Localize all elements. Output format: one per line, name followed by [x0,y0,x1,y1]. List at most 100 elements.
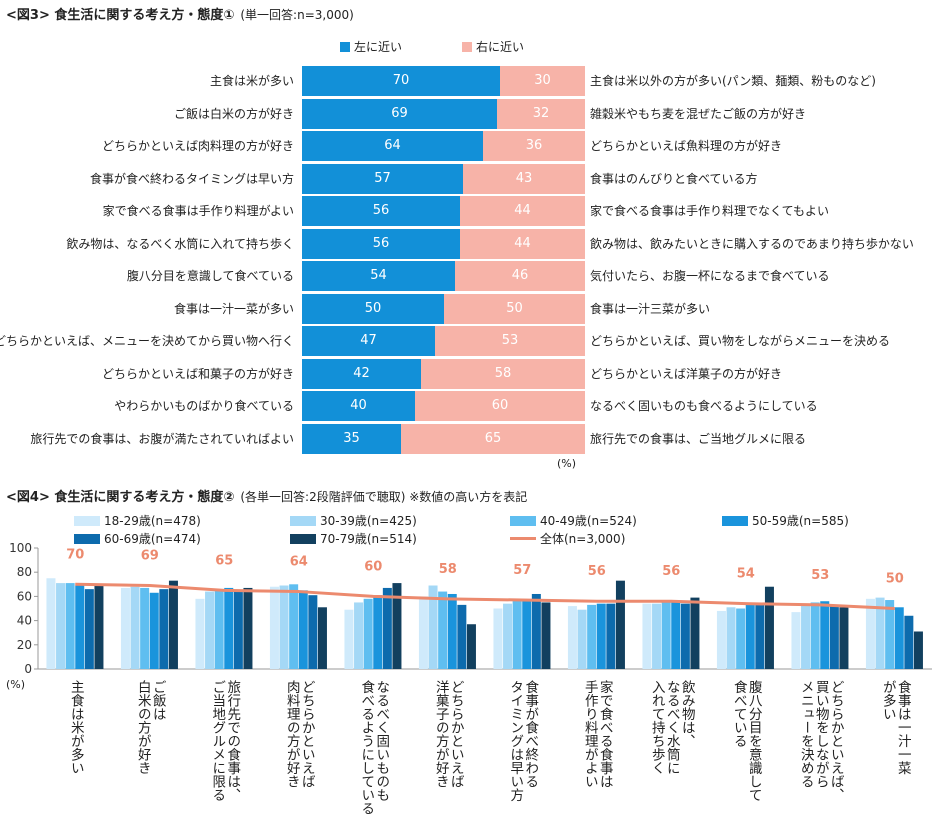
fig4-bar [344,609,354,669]
fig4-category-label: どちらかといえば、 買い物をしながら メニューを決める [789,680,851,802]
fig4-bar [149,592,159,669]
fig4-bar [363,598,373,669]
fig3-left-label: どちらかといえば、メニューを決めてから買い物へ行く [0,334,294,348]
fig4-bar [894,607,904,669]
fig4-bar [159,589,169,669]
fig4-total-label: 50 [886,572,904,587]
fig4-bar [567,606,577,669]
fig3-bar-left: 42 [302,358,421,389]
fig4-bar [392,583,402,669]
fig3-bar-left: 35 [302,423,401,454]
fig3-bar-right: 65 [401,423,585,454]
category-label-column: どちらかといえば [298,680,315,788]
fig4-bar [94,585,104,669]
category-label-column: 食べている [730,680,747,748]
fig4-bar [438,591,448,669]
fig4-unit: (%) [6,678,26,691]
legend-swatch-left [340,41,350,52]
fig3-bar-right: 30 [500,66,585,96]
fig4-bar [541,602,551,669]
fig4-bar [577,609,587,669]
fig4-legend-item: 60-69歳(n=474) [74,530,201,547]
fig4-bar [606,603,616,669]
fig3-subtitle: (単一回答:n=3,000) [240,8,354,22]
fig3-bar-left: 40 [302,391,415,421]
fig4-legend-total: 全体(n=3,000) [510,530,625,547]
fig4-total-label: 54 [737,567,755,582]
legend-swatch [74,533,100,544]
fig3-row: どちらかといえば、メニューを決めてから買い物へ行く 47 53 どちらかといえば、買い… [0,326,934,356]
fig3-bar-right: 43 [463,163,585,194]
fig4-bar [690,597,700,669]
y-tick-label: 60 [17,589,32,603]
fig4-bar [764,586,774,669]
fig3-left-label: 腹八分目を意識して食べている [126,269,294,283]
fig3-legend-left: 左に近い [340,38,402,55]
fig3-right-label: なるべく固いものも食べるようにしている [590,399,818,413]
fig3-row: 飲み物は、なるべく水筒に入れて持ち歩く 56 44 飲み物は、飲みたいときに購入するの… [0,228,934,259]
fig4-bar [243,587,253,669]
fig4-bar [65,583,75,669]
fig4-subtitle: (各単一回答:2段階評価で聴取) ※数値の高い方を表記 [240,490,528,504]
fig4-bar [736,608,746,669]
fig3-right-label: 主食は米以外の方が多い(パン類、麺類、粉ものなど) [590,74,876,88]
fig3-unit: (%) [557,457,577,470]
category-label-column: 食べるようにしている [358,680,375,815]
fig3-left-label: どちらかといえば肉料理の方が好き [101,139,294,153]
fig4-category-label: ご飯は 白米の方が好き [119,680,181,775]
fig4-legend-item: 50-59歳(n=585) [722,512,849,529]
y-tick-label: 0 [24,662,32,676]
legend-swatch [74,515,100,526]
legend-swatch-right [462,41,472,52]
fig3-left-label: 主食は米が多い [209,74,294,88]
fig4-total-label: 57 [513,563,531,578]
fig3-left-label: やわらかいものばかり食べている [114,399,294,413]
fig4-bar [168,580,178,669]
legend-right-label: 右に近い [476,40,525,54]
fig4-category-label: 食事が食べ終わる タイミングは早い方 [491,680,553,802]
fig3-bar-right: 58 [421,358,585,389]
fig3-left-label: 食事は一汁一菜が多い [173,301,294,316]
fig4-bar [904,615,914,669]
category-label-column: 入れて持ち歩く [648,680,665,775]
fig4-bar [130,586,140,669]
fig3-bar-right: 46 [455,261,585,291]
fig3-bar-left: 57 [302,163,463,194]
fig4-bar [820,601,830,669]
fig4-total-label: 60 [364,559,382,574]
fig4-legend-item: 30-39歳(n=425) [290,512,417,529]
fig3-right-label: 家で食べる食事は手作り料理でなくてもよい [590,204,830,218]
fig3-row: 家で食べる食事は手作り料理がよい 56 44 家で食べる食事は手作り料理でなくてもよい [0,196,934,226]
fig4-bar [214,589,224,669]
fig4-bar [140,587,150,669]
fig4-bar [531,593,541,669]
y-tick-label: 80 [17,565,32,579]
fig4-bar [791,612,801,669]
fig4-category-label: なるべく固いものも 食べるようにしている [342,680,404,815]
fig4-bar [466,624,476,669]
legend-label: 18-29歳(n=478) [104,514,201,528]
fig4-total-label: 58 [439,562,457,577]
fig3-bar-left: 70 [302,66,500,96]
fig4-bar [195,598,205,669]
fig3-right-label: 食事はのんびりと食べている方 [590,171,758,186]
category-label-column: 白米の方が好き [134,680,151,775]
fig3-row: どちらかといえば和菓子の方が好き 42 58 どちらかといえば洋菓子の方が好き [0,358,934,389]
category-label-column: 買い物をしながら [812,680,829,788]
category-label-column: 食事は一汁一菜 [894,680,911,775]
fig3-right-label: どちらかといえば、買い物をしながらメニューを決める [590,334,891,348]
fig3-bar-left: 56 [302,196,460,226]
fig3-right-label: 食事は一汁三菜が多い [590,301,711,316]
fig3-row: 旅行先での食事は、お腹が満たされていればよい 35 65 旅行先での食事は、ご当地グル… [0,423,934,454]
fig3-right-label: どちらかといえば魚料理の方が好き [590,139,783,153]
fig4-bar [745,604,755,669]
fig4-bar [671,602,681,669]
fig3-bar-right: 60 [415,391,585,421]
fig3-bar-left: 47 [302,326,435,356]
fig4-bar [493,608,503,669]
fig4-bar [680,603,690,669]
category-label-column: 飲み物は、 [678,680,695,748]
fig4-bar [269,586,279,669]
fig4-bar [298,590,308,669]
